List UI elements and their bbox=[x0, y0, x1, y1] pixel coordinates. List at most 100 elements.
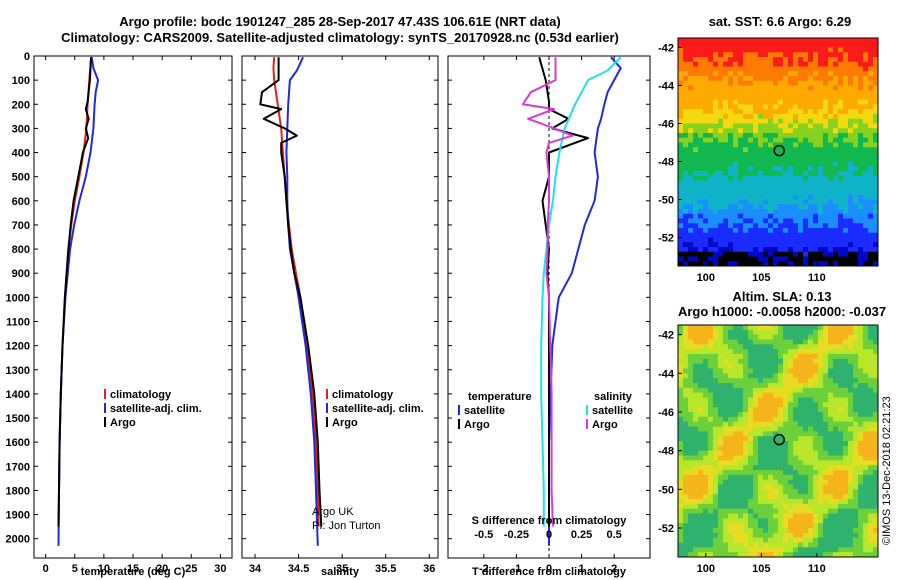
map-cell bbox=[743, 407, 749, 413]
map-cell bbox=[763, 518, 769, 524]
map-cell bbox=[758, 416, 764, 423]
map-cell bbox=[828, 133, 834, 139]
map-cell bbox=[723, 194, 729, 200]
map-cell bbox=[728, 407, 734, 413]
map-cell bbox=[753, 412, 759, 418]
map-cell bbox=[863, 436, 869, 442]
map-cell bbox=[773, 109, 779, 115]
map-cell bbox=[828, 528, 834, 534]
map-cell bbox=[848, 441, 854, 447]
map-cell bbox=[813, 66, 819, 72]
imos-watermark: ©IMOS 13-Dec-2018 02:21:23 bbox=[881, 396, 893, 545]
map-cell bbox=[753, 47, 759, 53]
map-cell bbox=[823, 71, 829, 77]
map-cell bbox=[798, 479, 804, 485]
map-cell bbox=[868, 42, 874, 48]
map-cell bbox=[803, 484, 809, 490]
map-cell bbox=[818, 152, 824, 158]
map-cell bbox=[788, 47, 794, 53]
map-cell bbox=[848, 218, 854, 224]
map-cell bbox=[763, 90, 769, 96]
map-cell bbox=[713, 118, 719, 124]
map-cell bbox=[848, 532, 854, 539]
map-cell bbox=[823, 104, 829, 110]
map-cell bbox=[763, 223, 769, 229]
map-cell bbox=[793, 368, 799, 374]
map-cell bbox=[828, 171, 834, 177]
map-cell bbox=[733, 242, 739, 248]
map-cell bbox=[798, 61, 804, 67]
map-cell bbox=[683, 528, 689, 534]
map-cell bbox=[823, 161, 829, 167]
map-cell bbox=[848, 494, 854, 500]
map-cell bbox=[683, 474, 689, 481]
map-cell bbox=[833, 470, 839, 476]
map-cell bbox=[713, 489, 719, 495]
map-cell bbox=[848, 256, 854, 262]
map-cell bbox=[748, 441, 754, 447]
map-cell bbox=[828, 402, 834, 408]
map-cell bbox=[778, 325, 784, 331]
map-cell bbox=[788, 421, 794, 427]
map-cell bbox=[788, 358, 794, 365]
map-cell bbox=[858, 441, 864, 447]
map-cell bbox=[703, 118, 709, 124]
map-cell bbox=[853, 334, 859, 340]
map-cell bbox=[778, 90, 784, 96]
map-cell bbox=[843, 407, 849, 413]
map-cell bbox=[753, 228, 759, 234]
map-cell bbox=[783, 489, 789, 495]
map-cell bbox=[793, 426, 799, 432]
map-cell bbox=[713, 518, 719, 524]
map-cell bbox=[828, 329, 834, 336]
map-cell bbox=[743, 66, 749, 72]
map-cell bbox=[698, 523, 704, 529]
map-cell bbox=[768, 90, 774, 96]
map-cell bbox=[703, 104, 709, 110]
map-cell bbox=[783, 66, 789, 72]
map-cell bbox=[818, 204, 824, 210]
map-x-tick-label: 110 bbox=[808, 272, 826, 284]
map-cell bbox=[783, 175, 789, 181]
map-cell bbox=[838, 118, 844, 124]
map-cell bbox=[783, 118, 789, 124]
map-cell bbox=[703, 532, 709, 539]
map-cell bbox=[848, 479, 854, 485]
map-cell bbox=[778, 523, 784, 529]
map-cell bbox=[678, 455, 684, 461]
map-cell bbox=[873, 180, 879, 186]
map-cell bbox=[838, 354, 844, 360]
map-cell bbox=[748, 114, 754, 120]
map-cell bbox=[828, 537, 834, 543]
map-cell bbox=[858, 128, 864, 134]
map-cell bbox=[718, 363, 724, 369]
map-cell bbox=[768, 85, 774, 91]
map-cell bbox=[863, 455, 869, 461]
map-cell bbox=[863, 368, 869, 374]
map-cell bbox=[793, 242, 799, 248]
map-cell bbox=[773, 416, 779, 423]
map-cell bbox=[873, 479, 879, 485]
map-cell bbox=[868, 402, 874, 408]
map-cell bbox=[858, 209, 864, 215]
map-cell bbox=[838, 90, 844, 96]
map-cell bbox=[823, 76, 829, 82]
map-cell bbox=[678, 528, 684, 534]
map-cell bbox=[843, 373, 849, 379]
map-cell bbox=[868, 426, 874, 432]
map-cell bbox=[833, 455, 839, 461]
map-cell bbox=[858, 76, 864, 82]
map-cell bbox=[698, 99, 704, 105]
map-cell bbox=[828, 57, 834, 63]
map-cell bbox=[758, 470, 764, 476]
map-cell bbox=[728, 387, 734, 394]
map-cell bbox=[698, 392, 704, 398]
map-cell bbox=[823, 80, 829, 86]
map-cell bbox=[858, 489, 864, 495]
map-cell bbox=[808, 503, 814, 510]
map-cell bbox=[813, 256, 819, 262]
map-cell bbox=[803, 416, 809, 423]
map-cell bbox=[818, 71, 824, 77]
map-cell bbox=[863, 71, 869, 77]
map-cell bbox=[778, 80, 784, 86]
